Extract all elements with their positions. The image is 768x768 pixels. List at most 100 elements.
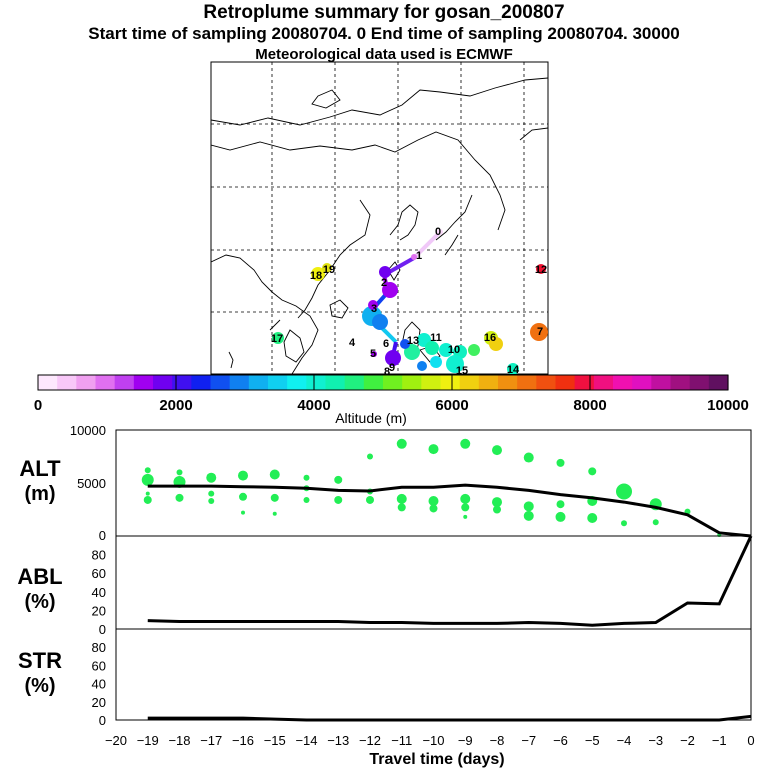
map-time-label: 9 <box>389 362 395 374</box>
alt-cluster-point <box>303 496 310 503</box>
alt-cluster-point <box>239 492 247 501</box>
y-tick-label: 0 <box>99 622 106 637</box>
x-tick-label: −11 <box>391 733 412 748</box>
colorbar-segment <box>574 375 595 390</box>
abl-line <box>147 535 753 627</box>
y-tick-label: 40 <box>92 677 106 692</box>
map-time-label: 1 <box>416 250 422 262</box>
map-time-label: 7 <box>537 326 543 338</box>
colorbar-segment <box>57 375 77 390</box>
colorbar-label: Altitude (m) <box>335 410 407 426</box>
x-tick-label: −1 <box>712 733 727 748</box>
colorbar-segment <box>268 375 288 390</box>
colorbar-segment <box>632 375 652 390</box>
map-time-label: 5 <box>370 348 376 360</box>
x-tick-label: −19 <box>137 733 159 748</box>
alt-cluster-point <box>523 452 534 463</box>
alt-cluster-point <box>144 467 151 474</box>
alt-cluster-point <box>145 491 150 496</box>
x-tick-label: −10 <box>422 733 444 748</box>
y-tick-label: 20 <box>92 603 106 618</box>
y-tick-label: 40 <box>92 585 106 600</box>
alt-cluster-point <box>303 474 310 481</box>
y-tick-label: 20 <box>92 695 106 710</box>
colorbar-segment <box>76 375 97 390</box>
alt-cluster-point <box>334 495 343 504</box>
map-marker <box>382 282 398 298</box>
alt-cluster-point <box>367 453 373 460</box>
colorbar-segment <box>248 375 269 390</box>
x-axis-label: Travel time (days) <box>369 751 504 768</box>
map-time-label: 6 <box>383 338 389 350</box>
map-marker <box>489 337 503 351</box>
map-time-label: 0 <box>435 226 441 238</box>
colorbar-segment <box>172 375 192 390</box>
alt-label-line2: (m) <box>24 483 55 505</box>
colorbar-segment <box>536 375 557 390</box>
str-label-line1: STR <box>18 648 62 673</box>
colorbar-tick-label: 0 <box>34 397 42 414</box>
map-marker <box>437 229 443 235</box>
alt-cluster-point <box>492 445 502 456</box>
map-marker <box>536 264 546 274</box>
map-time-label: 3 <box>371 303 377 315</box>
x-tick-label: −14 <box>295 733 317 748</box>
x-tick-label: −4 <box>617 733 632 748</box>
colorbar-segment <box>38 375 58 390</box>
colorbar-segment <box>114 375 135 390</box>
alt-ytick-zero: 0 <box>99 528 106 543</box>
map-time-label: 11 <box>430 332 442 344</box>
map-grid <box>211 62 548 374</box>
y-tick-label: 60 <box>92 566 106 581</box>
alt-cluster-point <box>334 475 343 484</box>
alt-cluster-point <box>241 510 245 515</box>
alt-cluster-point <box>272 511 277 516</box>
map-marker <box>400 339 410 349</box>
alt-cluster-point <box>555 511 566 522</box>
alt-label-line1: ALT <box>19 456 61 481</box>
colorbar-dividers <box>175 375 591 390</box>
alt-cluster-point <box>238 470 248 481</box>
map-marker <box>411 254 417 260</box>
colorbar-segment <box>708 375 729 390</box>
colorbar-tick-label: 8000 <box>573 397 606 414</box>
x-tick-label: −6 <box>553 733 568 748</box>
alt-cluster-point <box>463 514 468 519</box>
x-tick-label: −13 <box>327 733 349 748</box>
alt-cluster-point <box>428 444 439 455</box>
str-panel: STR (%) 80 60 40 20 0 <box>18 628 752 728</box>
colorbar-segment <box>383 375 403 390</box>
y-tick-label: 80 <box>92 548 106 563</box>
coastlines <box>211 77 548 374</box>
map-marker <box>322 263 332 273</box>
str-panel-frame <box>115 628 752 721</box>
colorbar-segment <box>229 375 250 390</box>
map-time-label: 16 <box>484 332 496 344</box>
altitude-colorbar: 0 2000 4000 6000 8000 10000 Altitude (m) <box>34 374 749 426</box>
alt-cluster-point <box>523 510 534 521</box>
colorbar-segment <box>344 375 365 390</box>
colorbar-segment <box>421 375 442 390</box>
map-time-label: 15 <box>456 365 468 377</box>
alt-cluster-point <box>206 472 217 483</box>
colorbar-frame <box>37 374 729 391</box>
alt-cluster-point <box>616 483 632 500</box>
map-marker <box>311 267 325 281</box>
alt-cluster-point <box>621 520 627 527</box>
alt-cluster-point <box>208 490 215 497</box>
str-label-line2: (%) <box>24 675 55 697</box>
colorbar-tick-label: 10000 <box>707 397 749 414</box>
map-marker <box>417 361 427 371</box>
map-marker <box>372 314 388 330</box>
colorbar-segment <box>133 375 154 390</box>
colorbar-segment <box>459 375 480 390</box>
met-data-note: Meteorological data used is ECMWF <box>255 46 513 63</box>
colorbar-segment <box>306 375 327 390</box>
map-marker <box>530 323 548 341</box>
abl-panel: ABL (%) 80 60 40 20 0 <box>17 535 753 637</box>
alt-cluster-point <box>429 504 438 513</box>
x-tick-label: −18 <box>168 733 190 748</box>
